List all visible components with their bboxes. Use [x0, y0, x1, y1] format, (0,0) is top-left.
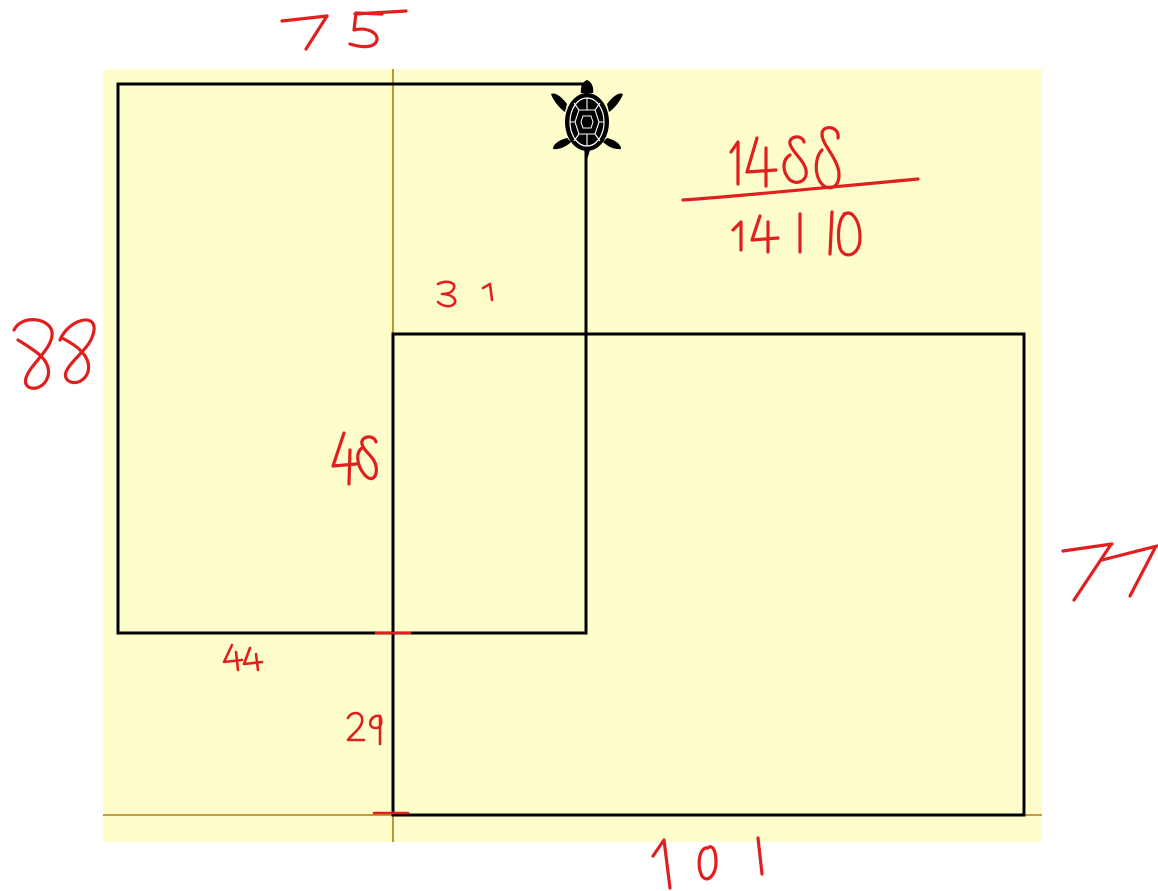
label-75-top	[280, 9, 408, 51]
drawing-canvas	[103, 69, 1042, 842]
label-48	[331, 431, 378, 486]
label-29	[346, 711, 383, 746]
left-rectangle	[116, 82, 588, 635]
label-101-bottom	[651, 836, 764, 890]
label-44	[222, 643, 264, 672]
fraction-numerator	[729, 126, 841, 190]
label-88-left	[12, 318, 96, 390]
right-rectangle	[391, 332, 1026, 817]
label-77-right	[1061, 542, 1158, 602]
fraction-bar	[681, 177, 920, 202]
turtle-icon	[551, 80, 623, 160]
label-31	[436, 280, 494, 308]
fraction-denominator	[731, 210, 862, 257]
